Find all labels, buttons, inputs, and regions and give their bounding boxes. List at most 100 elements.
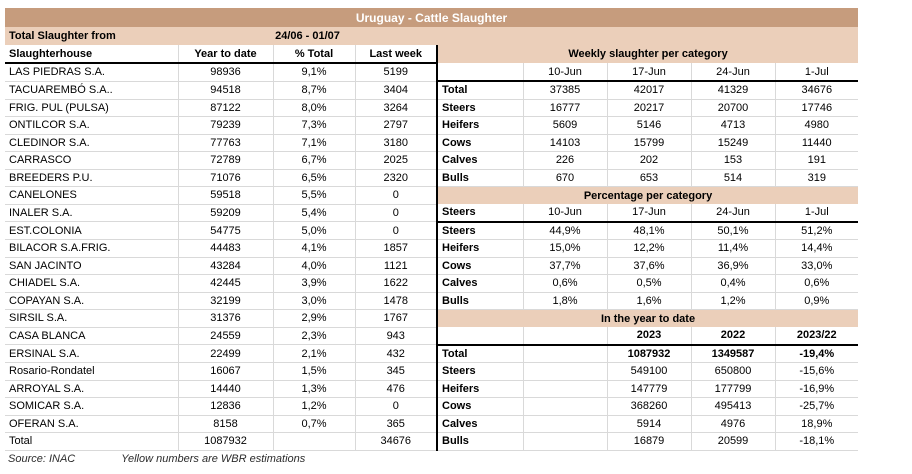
pct-total-value: 6,7%: [273, 151, 356, 170]
weekly-value: 1,8%: [523, 292, 608, 310]
year-to-date-value: 12836: [178, 397, 274, 416]
weekly-value: 0,6%: [523, 274, 608, 293]
weekly-value: 1,6%: [607, 292, 692, 310]
period-value: 24/06 - 01/07: [178, 27, 437, 45]
table-row: BILACOR S.A.FRIG. 44483 4,1% 1857 Heifers 15,…: [5, 239, 859, 258]
year-to-date-value: 22499: [178, 344, 274, 363]
table-row: INALER S.A. 59209 5,4% 0 Steers 10-Jun 17-Jun 2…: [5, 204, 859, 223]
date-column-header: 1-Jul: [775, 204, 859, 223]
pct-total-value: 1,2%: [273, 397, 356, 416]
cattle-slaughter-report: Uruguay - Cattle Slaughter Total Slaught…: [5, 8, 859, 451]
slaughterhouse-name: CHIADEL S.A.: [5, 274, 179, 293]
pct-total-value: 1,5%: [273, 362, 356, 381]
weekly-value: 14,4%: [775, 239, 859, 258]
year-to-date-value: 24559: [178, 327, 274, 345]
category-label: Heifers: [436, 380, 524, 398]
last-week-value: 34676: [355, 432, 437, 451]
ytd-value: 5914: [607, 415, 692, 433]
pct-total-value: 4,0%: [273, 257, 356, 275]
slaughterhouse-name: BILACOR S.A.FRIG.: [5, 239, 179, 258]
weekly-value: 5146: [607, 116, 692, 135]
pct-total-value: 8,0%: [273, 99, 356, 117]
weekly-value: 48,1%: [607, 221, 692, 240]
slaughterhouse-name: ERSINAL S.A.: [5, 344, 179, 363]
last-week-value: 0: [355, 221, 437, 240]
ytd-value: 650800: [691, 362, 776, 381]
weekly-value: 20217: [607, 99, 692, 117]
ytd-value: 147779: [607, 380, 692, 398]
pct-total-value: 3,0%: [273, 292, 356, 310]
table-row: OFERAN S.A. 8158 0,7% 365 Calves 5914 4976 18,9…: [5, 415, 859, 433]
category-label: Bulls: [436, 292, 524, 310]
category-label: Cows: [436, 134, 524, 152]
slaughterhouse-name: OFERAN S.A.: [5, 415, 179, 433]
category-label: Steers: [436, 99, 524, 117]
slaughterhouse-name: CASA BLANCA: [5, 327, 179, 345]
last-week-value: 943: [355, 327, 437, 345]
table-row: FRIG. PUL (PULSA) 87122 8,0% 3264 Steers 1677…: [5, 99, 859, 117]
last-week-value: 476: [355, 380, 437, 398]
weekly-value: 4713: [691, 116, 776, 135]
category-label: Cows: [436, 397, 524, 416]
blank-cell: [523, 432, 608, 451]
table-row: CLEDINOR S.A. 77763 7,1% 3180 Cows 14103 15799…: [5, 134, 859, 152]
date-column-header: 24-Jun: [691, 63, 776, 82]
date-column-header: 1-Jul: [775, 63, 859, 82]
slaughterhouse-name: SAN JACINTO: [5, 257, 179, 275]
section-title-weekly: Weekly slaughter per category: [435, 45, 859, 63]
pct-total-value: 5,0%: [273, 221, 356, 240]
weekly-value: 20700: [691, 99, 776, 117]
table-row: SIRSIL S.A. 31376 2,9% 1767 In the year to d…: [5, 309, 859, 328]
weekly-value: 37385: [523, 81, 608, 100]
slaughterhouse-name: EST.COLONIA: [5, 221, 179, 240]
table-row: Total 1087932 34676 Bulls 16879 20599 -18,1%: [5, 432, 859, 451]
weekly-value: 41329: [691, 81, 776, 100]
weekly-value: 37,6%: [607, 257, 692, 275]
ytd-value: -16,9%: [775, 380, 859, 398]
year-to-date-value: 54775: [178, 221, 274, 240]
subheader-filler: [437, 27, 859, 45]
weekly-value: 0,6%: [775, 274, 859, 293]
blank-cell: [523, 362, 608, 381]
category-header-label: [436, 63, 524, 82]
weekly-value: 50,1%: [691, 221, 776, 240]
column-header-row: Slaughterhouse Year to date % Total Last…: [5, 45, 859, 64]
weekly-value: 4980: [775, 116, 859, 135]
slaughterhouse-name: Rosario-Rondatel: [5, 362, 179, 381]
date-column-header: 24-Jun: [691, 204, 776, 223]
weekly-value: 191: [775, 151, 859, 170]
date-column-header: 17-Jun: [607, 63, 692, 82]
pct-total-value: 3,9%: [273, 274, 356, 293]
pct-total-value: [273, 432, 356, 451]
last-week-value: 1622: [355, 274, 437, 293]
category-header-label: Steers: [436, 204, 524, 223]
weekly-value: 34676: [775, 81, 859, 100]
category-label: Bulls: [436, 169, 524, 187]
slaughterhouse-name: COPAYAN S.A.: [5, 292, 179, 310]
last-week-value: 345: [355, 362, 437, 381]
source-note: Source: INAC: [8, 453, 76, 465]
slaughterhouse-name: CARRASCO: [5, 151, 179, 170]
last-week-value: 3264: [355, 99, 437, 117]
category-label: Calves: [436, 274, 524, 293]
year-to-date-value: 42445: [178, 274, 274, 293]
table-row: CARRASCO 72789 6,7% 2025 Calves 226 202 153 191: [5, 151, 859, 170]
weekly-value: 51,2%: [775, 221, 859, 240]
ytd-value: -19,4%: [775, 344, 859, 363]
slaughterhouse-name: TACUAREMBÓ S.A..: [5, 81, 179, 100]
ytd-value: 20599: [691, 432, 776, 451]
year-to-date-value: 1087932: [178, 432, 274, 451]
table-row: Rosario-Rondatel 16067 1,5% 345 Steers 549100…: [5, 362, 859, 381]
slaughterhouse-name: LAS PIEDRAS S.A.: [5, 63, 179, 82]
ytd-value: 495413: [691, 397, 776, 416]
last-week-value: 1121: [355, 257, 437, 275]
blank-cell: [523, 327, 608, 346]
last-week-value: 0: [355, 186, 437, 205]
year-to-date-value: 32199: [178, 292, 274, 310]
year-to-date-value: 77763: [178, 134, 274, 152]
year-to-date-value: 79239: [178, 116, 274, 135]
pct-total-value: 8,7%: [273, 81, 356, 100]
table-row: ERSINAL S.A. 22499 2,1% 432 Total 1087932 1349…: [5, 344, 859, 363]
estimation-note: Yellow numbers are WBR estimations: [121, 453, 306, 465]
weekly-value: 0,9%: [775, 292, 859, 310]
